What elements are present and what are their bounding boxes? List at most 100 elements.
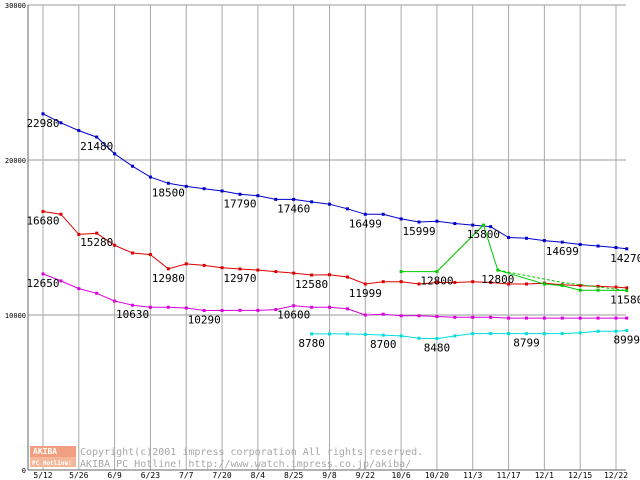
data-point	[625, 286, 629, 290]
data-point	[471, 315, 475, 319]
data-label: 14270	[610, 252, 640, 265]
data-point	[77, 129, 81, 133]
data-point	[453, 280, 457, 284]
data-point	[328, 305, 331, 309]
data-point	[113, 152, 117, 156]
data-point	[417, 220, 421, 224]
data-point	[292, 304, 296, 308]
data-point	[95, 291, 99, 295]
data-point	[453, 315, 457, 319]
data-point	[542, 332, 546, 336]
data-point	[417, 336, 421, 340]
data-point	[435, 315, 439, 319]
data-point	[399, 217, 403, 221]
data-point	[184, 184, 188, 188]
data-point	[596, 329, 600, 333]
data-point	[77, 287, 81, 291]
data-label: 8700	[370, 338, 397, 351]
data-label: 12580	[295, 278, 328, 291]
data-point	[578, 242, 582, 246]
data-point	[184, 262, 188, 266]
data-point	[310, 332, 314, 336]
data-point	[399, 270, 403, 274]
data-point	[381, 212, 385, 216]
data-point	[524, 316, 528, 320]
data-point	[560, 284, 564, 288]
data-label: 8999	[613, 334, 640, 347]
data-point	[507, 236, 511, 239]
data-point	[542, 282, 546, 286]
data-point	[542, 239, 546, 243]
data-labels: 22980 21480 18500 17790 17460 16499 15999 15800…	[26, 117, 640, 355]
data-point	[363, 332, 367, 336]
data-point	[202, 309, 206, 313]
data-label: 10600	[277, 309, 310, 322]
series-line	[436, 224, 484, 272]
data-point	[310, 200, 314, 204]
data-point	[274, 270, 278, 274]
data-point	[220, 309, 224, 313]
copyright-line2: AKIBA PC Hotline! http://www.watch.impre…	[80, 459, 411, 470]
data-label: 10290	[188, 314, 221, 327]
data-point	[560, 316, 564, 320]
x-axis-ticks: 5/12 5/26 6/9 6/23 7/7 7/20 8/4 8/25 9/8 9/22 10/6…	[33, 471, 628, 480]
data-point	[507, 282, 511, 286]
data-point	[507, 332, 511, 336]
data-point	[238, 192, 242, 196]
data-point	[625, 329, 629, 333]
data-point	[238, 267, 242, 271]
data-point	[399, 314, 403, 318]
data-point	[578, 284, 582, 288]
data-point	[220, 266, 224, 270]
data-point	[131, 164, 135, 168]
data-point	[435, 219, 439, 223]
data-point	[614, 246, 618, 250]
data-label: 8799	[513, 337, 540, 350]
data-label: 11580	[610, 294, 640, 307]
data-point	[166, 267, 170, 271]
data-label: 12800	[420, 275, 453, 288]
x-tick-label: 6/9	[107, 471, 122, 480]
data-point	[166, 305, 170, 309]
data-point	[77, 232, 81, 236]
data-point	[345, 332, 349, 336]
data-point	[166, 181, 170, 185]
x-tick-label: 5/12	[33, 471, 52, 480]
data-point	[471, 223, 475, 227]
data-label: 11999	[349, 287, 382, 300]
data-point	[345, 275, 349, 279]
data-label: 22980	[26, 117, 59, 130]
data-point	[345, 307, 349, 311]
y-tick-label: 30000	[5, 2, 26, 10]
data-point	[596, 284, 600, 288]
x-tick-label: 8/25	[284, 471, 303, 480]
data-point	[256, 194, 260, 198]
data-point	[596, 244, 600, 248]
x-tick-label: 9/8	[322, 471, 337, 480]
series-line	[42, 211, 627, 289]
data-label: 10630	[116, 308, 149, 321]
data-point	[131, 303, 135, 307]
x-tick-label: 7/20	[212, 471, 231, 480]
data-label: 17790	[223, 197, 256, 210]
data-point	[542, 316, 546, 320]
x-tick-label: 12/22	[604, 471, 628, 480]
data-point	[417, 282, 421, 286]
data-point	[310, 273, 314, 277]
y-tick-label: 20000	[5, 157, 26, 165]
data-point	[113, 299, 117, 303]
data-point	[363, 212, 367, 216]
data-point	[274, 308, 278, 312]
data-point	[625, 316, 629, 320]
data-point	[524, 282, 528, 286]
series-line	[42, 113, 627, 250]
data-point	[363, 282, 367, 286]
logo: AKIBA PC Hotline!	[30, 446, 76, 467]
data-point	[578, 288, 582, 292]
data-point	[453, 334, 457, 338]
data-label: 12980	[152, 272, 185, 285]
data-point	[59, 212, 63, 216]
x-tick-label: 6/23	[141, 471, 160, 480]
data-point	[614, 285, 618, 289]
data-point	[148, 253, 152, 257]
